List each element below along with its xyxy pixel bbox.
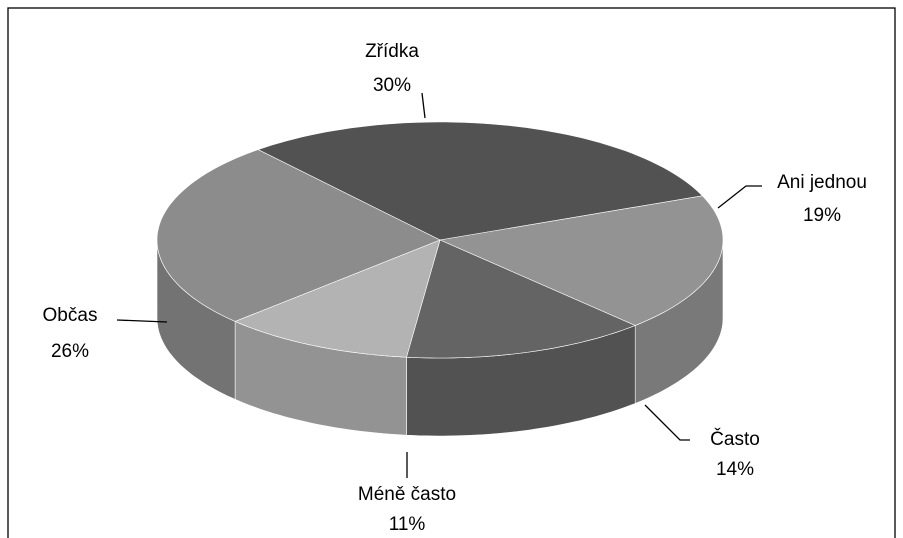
pie	[156, 121, 724, 437]
pie-slice	[406, 239, 637, 359]
leader-line	[644, 404, 690, 441]
slice-label: Zřídka	[365, 41, 419, 62]
slice-value-label: 11%	[389, 514, 426, 535]
slice-value-label: 26%	[51, 341, 89, 362]
slice-value-label: 30%	[373, 75, 411, 96]
slice-label: Ani jednou	[777, 172, 867, 193]
slice-label: Méně často	[358, 484, 456, 505]
slice-value-label: 19%	[803, 205, 841, 226]
pie-slice	[438, 195, 724, 326]
pie-slice	[156, 149, 441, 322]
leader-line	[421, 92, 426, 119]
slice-label: Občas	[43, 305, 98, 326]
leader-line	[116, 319, 168, 323]
slice-label: Často	[710, 428, 760, 450]
slice-value-label: 14%	[716, 459, 754, 480]
pie-slice	[257, 121, 704, 241]
leader-line	[717, 185, 762, 209]
pie-slice	[234, 239, 441, 358]
